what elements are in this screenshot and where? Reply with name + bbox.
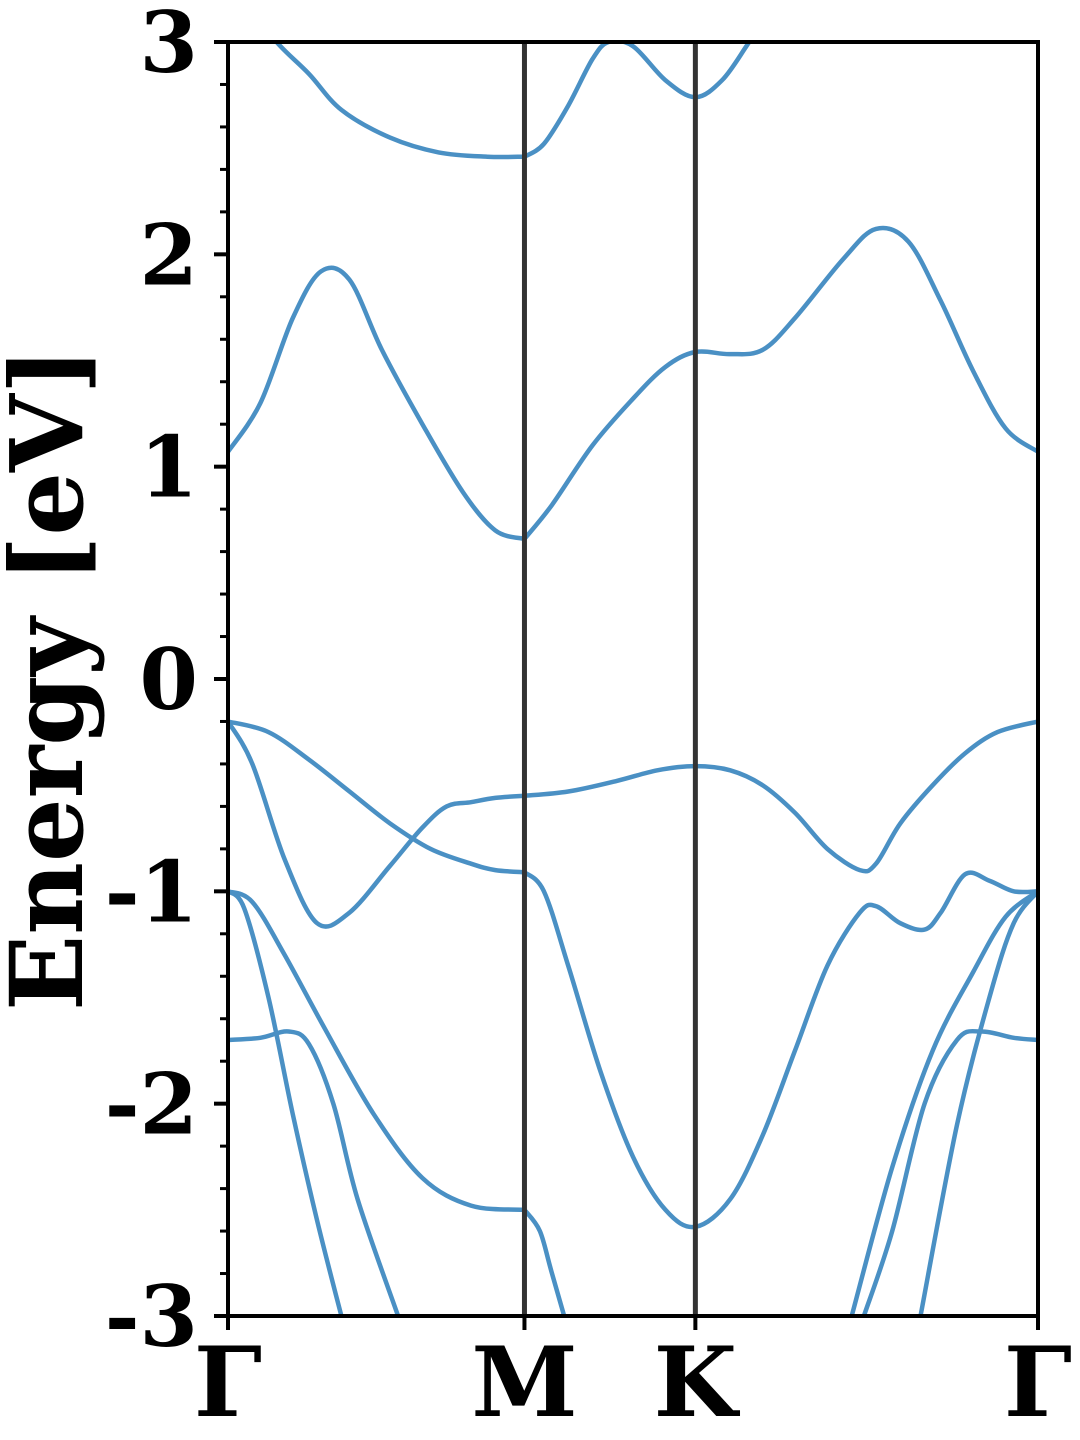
band-line-9	[228, 889, 525, 1213]
y-tick-label: 1	[140, 418, 198, 517]
band-line-15	[918, 889, 1038, 1316]
band-line-3	[228, 265, 526, 542]
band-line-5	[228, 720, 525, 929]
band-line-10	[522, 1208, 567, 1316]
band-line-14	[861, 1028, 1038, 1316]
band-line-8	[522, 870, 1038, 1230]
x-tick-label: Γ	[194, 1326, 262, 1439]
band-line-13	[849, 889, 1038, 1316]
y-axis-title: Energy [eV]	[0, 347, 106, 1011]
y-tick-label: -3	[105, 1267, 198, 1366]
band-line-4	[522, 225, 1038, 541]
y-tick-label: 2	[140, 205, 198, 304]
y-axis-ticks: 3 2 1 0 -1 -2 -3	[105, 0, 228, 1366]
x-tick-label: M	[471, 1326, 577, 1439]
high-symmetry-lines	[521, 42, 698, 1316]
band-line-6	[228, 719, 525, 875]
y-tick-label: 3	[140, 0, 198, 92]
x-tick-label: Γ	[1004, 1326, 1072, 1439]
band-line-7	[524, 719, 1038, 874]
band-line-2	[523, 42, 752, 159]
y-tick-label: 0	[140, 630, 198, 729]
x-tick-label: K	[654, 1326, 741, 1439]
y-tick-label: -1	[105, 842, 198, 941]
band-line-12	[228, 1029, 401, 1316]
band-line-11	[228, 889, 344, 1316]
band-line-1	[273, 42, 525, 160]
band-lines	[228, 42, 1038, 1316]
y-tick-label: -2	[105, 1055, 198, 1154]
